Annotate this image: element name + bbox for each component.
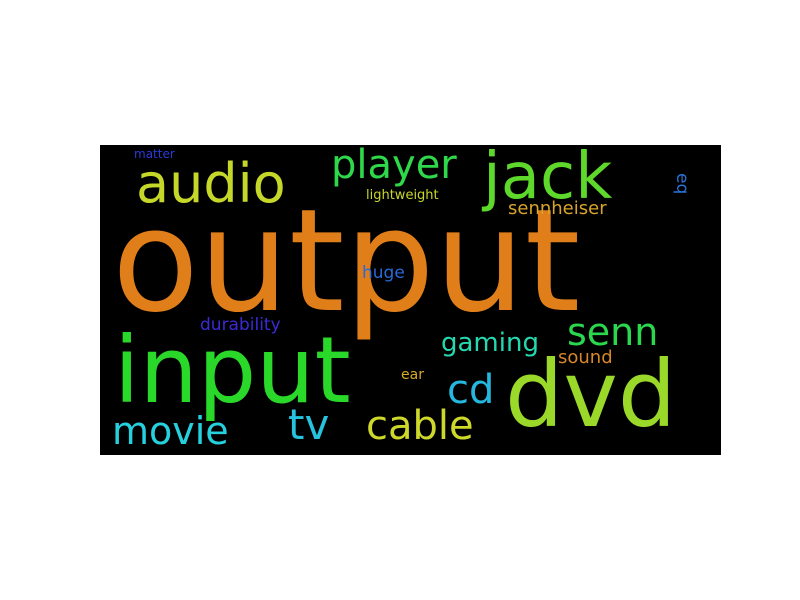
word-lightweight: lightweight — [366, 188, 439, 203]
word-ear: ear — [401, 367, 424, 383]
word-durability: durability — [200, 315, 281, 335]
word-matter: matter — [134, 147, 175, 161]
word-sound: sound — [558, 347, 613, 368]
word-output: output — [112, 179, 581, 344]
word-gaming: gaming — [441, 328, 539, 358]
word-eq: eq — [672, 173, 692, 195]
word-tv: tv — [288, 400, 330, 449]
word-jack: jack — [483, 145, 613, 214]
word-huge: huge — [362, 263, 405, 283]
word-movie: movie — [112, 409, 229, 453]
word-dvd: dvd — [505, 341, 677, 448]
word-senn: senn — [567, 310, 659, 354]
word-input: input — [114, 317, 351, 424]
word-cloud: output input dvd jack audio player senn … — [100, 145, 721, 455]
word-audio: audio — [136, 152, 286, 215]
word-cable: cable — [366, 403, 474, 449]
word-cd: cd — [447, 367, 495, 413]
word-player: player — [331, 145, 457, 188]
word-sennheiser: sennheiser — [508, 198, 607, 219]
